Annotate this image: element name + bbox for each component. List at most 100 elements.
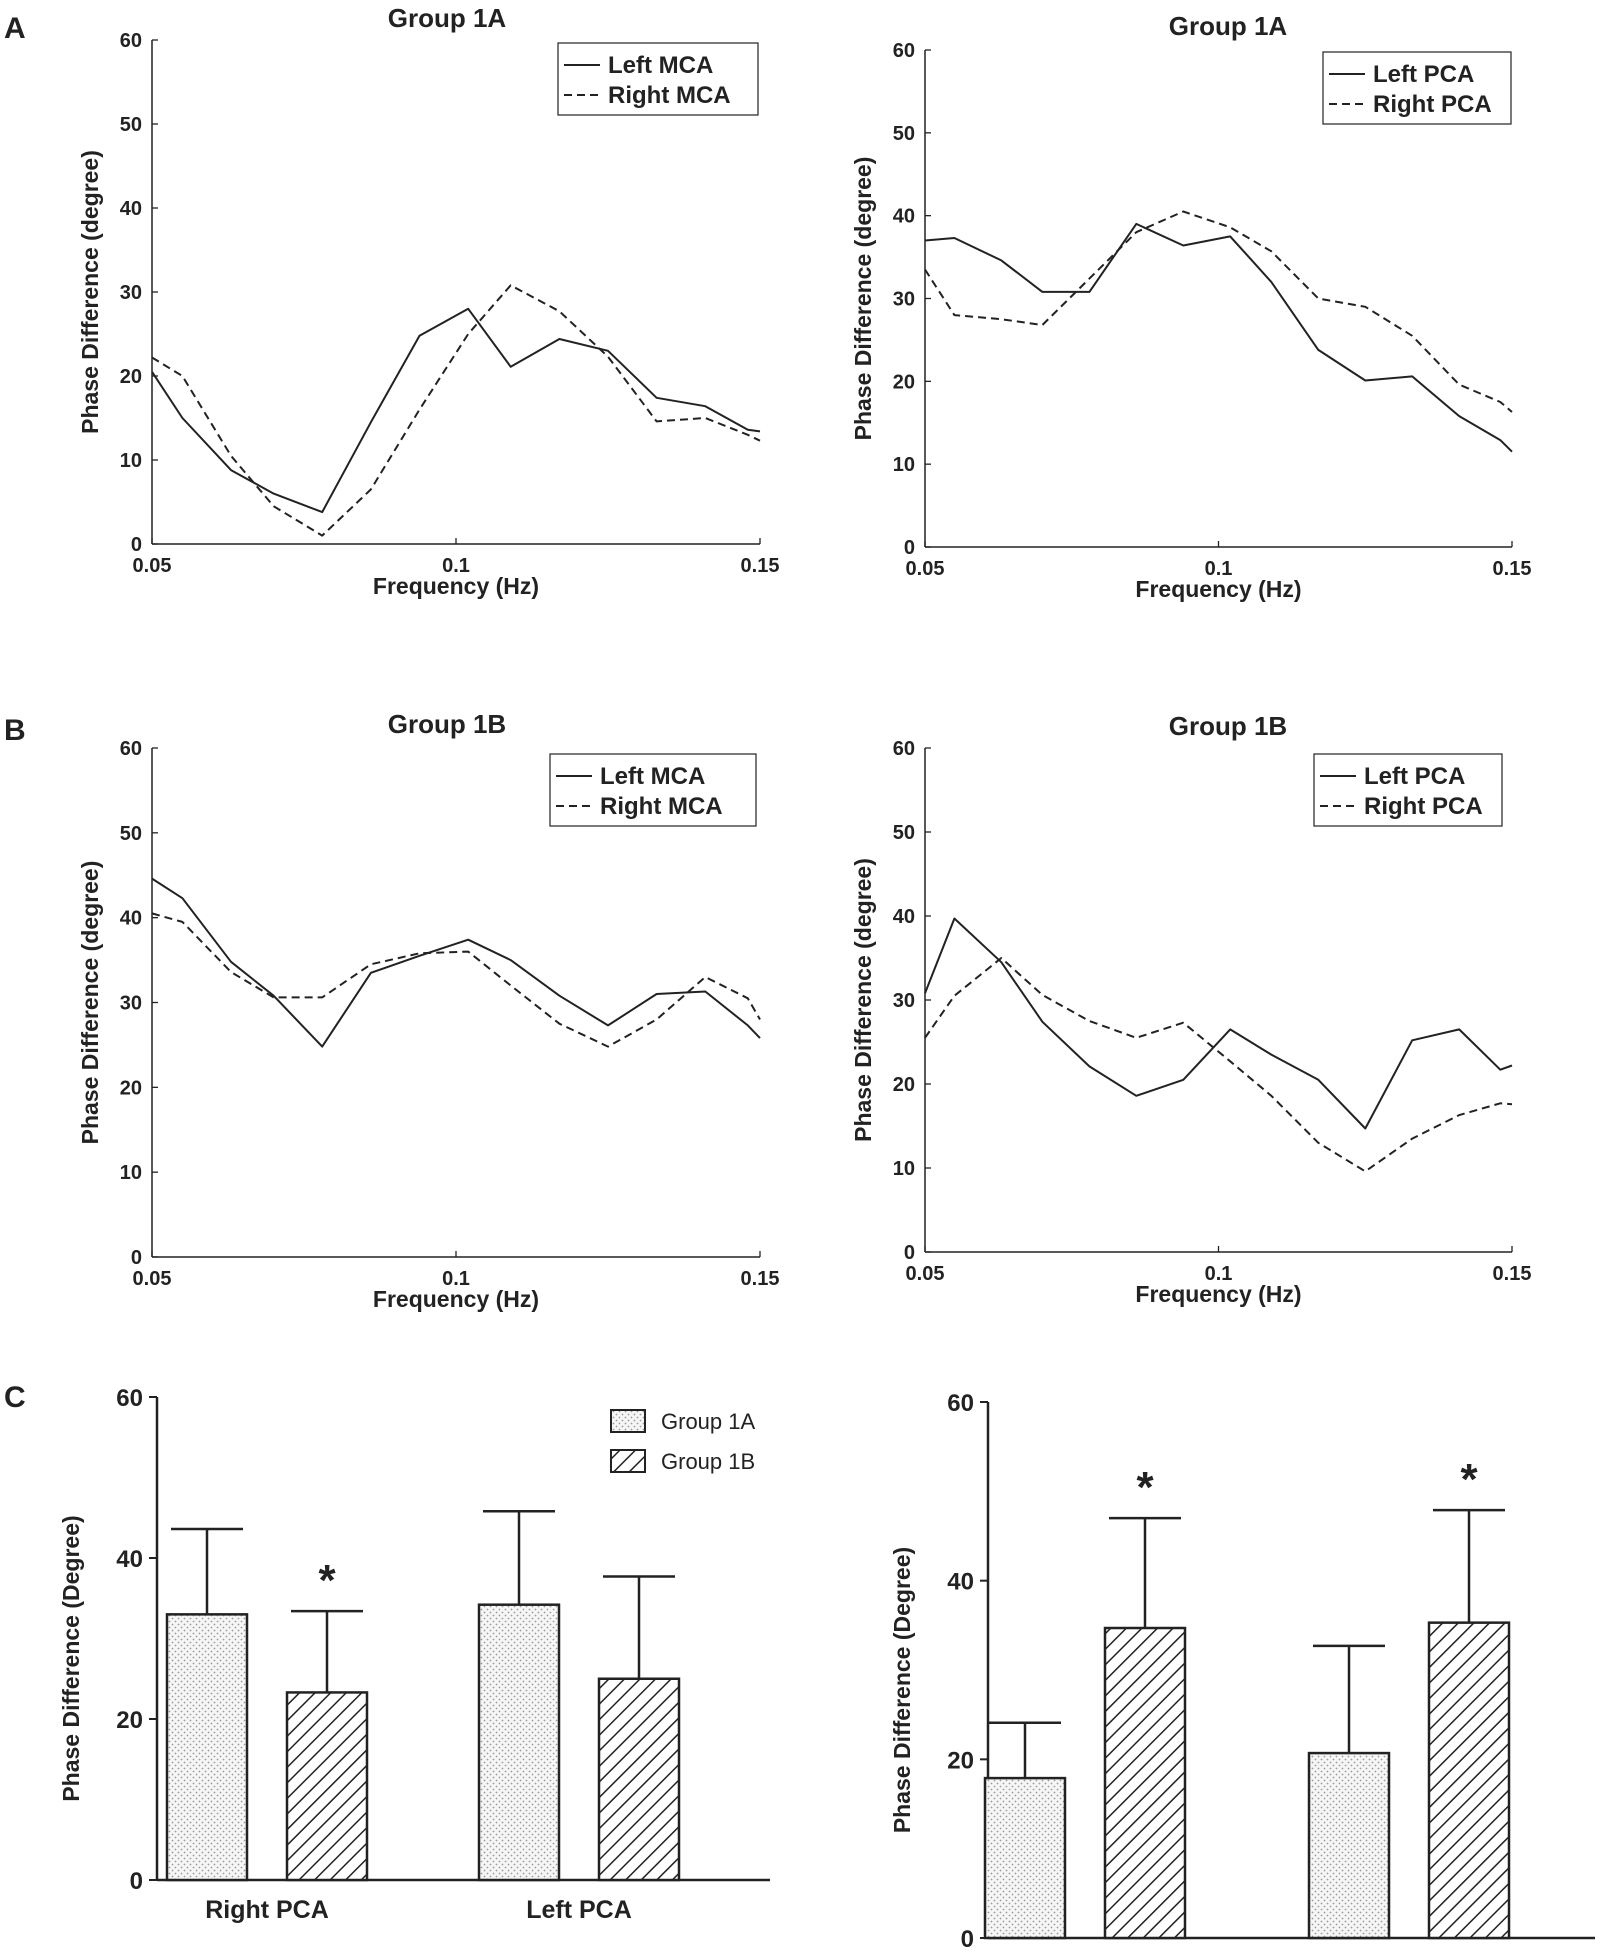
y-tick-label: 20 [893, 371, 915, 393]
category-label: Right PCA [205, 1896, 329, 1924]
y-tick-label: 30 [893, 990, 915, 1012]
legend-label: Right MCA [600, 793, 723, 820]
y-tick-label: 20 [116, 1707, 143, 1734]
y-tick-label: 50 [893, 822, 915, 844]
legend-label: Right PCA [1364, 793, 1483, 820]
chart-title: Group 1A [388, 3, 507, 33]
legend-label: Group 1A [661, 1409, 755, 1434]
category-label: Left MCA [1354, 1954, 1464, 1957]
x-tick-label: 0.15 [1493, 1263, 1532, 1285]
x-tick-label: 0.15 [1493, 558, 1532, 580]
y-tick-label: 20 [893, 1074, 915, 1096]
line-chart-group1b-pca: Group 1B 0 10 20 30 40 50 60 0.05 0.1 0.15 Frequenc… [850, 711, 1531, 1307]
legend-label: Right MCA [608, 82, 731, 109]
legend-label: Left MCA [608, 52, 713, 79]
bar-chart-pca: 0 20 40 60 Phase Difference (Degree) Right PC… [58, 1385, 770, 1924]
bar [1427, 1621, 1511, 1940]
y-axis-label: Phase Difference (Degree) [58, 1515, 84, 1801]
significance-star: * [318, 1556, 336, 1605]
x-tick-label: 0.1 [442, 1268, 470, 1290]
y-axis-label: Phase Difference (Degree) [889, 1547, 915, 1833]
legend-swatch [610, 1409, 646, 1433]
chart-title: Group 1A [1169, 11, 1288, 41]
y-tick-label: 40 [947, 1569, 974, 1596]
series-line-left-pca [924, 917, 1513, 1130]
y-tick-label: 40 [893, 206, 915, 228]
bar [477, 1603, 561, 1882]
x-axis-label: Frequency (Hz) [373, 573, 539, 599]
y-tick-label: 0 [904, 1242, 915, 1264]
y-tick-label: 40 [116, 1546, 143, 1573]
y-tick-label: 30 [120, 282, 142, 304]
x-tick-label: 0.05 [133, 555, 172, 577]
bar [1103, 1626, 1187, 1940]
y-tick-label: 10 [120, 1162, 142, 1184]
y-tick-label: 0 [130, 1868, 143, 1895]
y-axis-label: Phase Difference (degree) [77, 861, 103, 1145]
line-chart-group1b-mca: Group 1B 0 10 20 30 40 50 60 0.05 0.1 0.15 Frequenc… [77, 709, 779, 1312]
legend-label: Left MCA [600, 763, 705, 790]
legend-label: Left PCA [1373, 61, 1474, 88]
bar [597, 1677, 681, 1882]
series-line-right-mca [151, 912, 761, 1048]
y-tick-label: 40 [893, 906, 915, 928]
series-line-left-mca [151, 307, 761, 514]
legend-box [557, 42, 759, 116]
y-tick-label: 10 [120, 450, 142, 472]
legend-box [1322, 51, 1512, 125]
x-axis-label: Frequency (Hz) [373, 1286, 539, 1312]
legend-label: Right PCA [1373, 91, 1492, 118]
y-tick-label: 20 [947, 1747, 974, 1774]
y-tick-label: 50 [120, 114, 142, 136]
series-line-right-pca [924, 957, 1513, 1173]
y-tick-label: 60 [893, 40, 915, 62]
chart-title: Group 1B [1169, 711, 1287, 741]
y-tick-label: 0 [131, 534, 142, 556]
x-tick-label: 0.05 [133, 1268, 172, 1290]
x-tick-label: 0.1 [1205, 558, 1233, 580]
line-chart-group1a-pca: Group 1A 0 10 20 30 40 50 60 0.05 0.1 0.15 Frequenc… [850, 11, 1531, 602]
y-tick-label: 30 [120, 993, 142, 1015]
y-tick-label: 0 [131, 1247, 142, 1269]
y-tick-label: 60 [893, 738, 915, 760]
significance-star: * [1460, 1455, 1478, 1504]
x-axis-label: Frequency (Hz) [1135, 576, 1301, 602]
significance-star: * [1136, 1463, 1154, 1512]
y-tick-label: 60 [116, 1385, 143, 1412]
y-axis-label: Phase Difference (degree) [850, 858, 876, 1142]
chart-title: Group 1B [388, 709, 506, 739]
legend-label: Group 1B [661, 1449, 755, 1474]
legend-box [549, 753, 757, 827]
bar [165, 1613, 249, 1882]
y-tick-label: 60 [120, 30, 142, 52]
series-line-right-pca [924, 210, 1513, 413]
y-tick-label: 50 [120, 823, 142, 845]
series-line-left-pca [924, 222, 1513, 453]
x-axis-label: Frequency (Hz) [1135, 1281, 1301, 1307]
category-label: Right MCA [1021, 1954, 1149, 1957]
series-line-right-mca [151, 284, 761, 537]
panel-label-b: B [4, 714, 26, 747]
x-tick-label: 0.05 [906, 558, 945, 580]
x-tick-label: 0.1 [442, 555, 470, 577]
y-tick-label: 50 [893, 123, 915, 145]
y-tick-label: 30 [893, 289, 915, 311]
x-tick-label: 0.15 [741, 1268, 780, 1290]
y-tick-label: 0 [904, 537, 915, 559]
bar-chart-mca: 0 20 40 60 Phase Difference (Degree) Right MC… [889, 1390, 1595, 1957]
x-tick-label: 0.05 [906, 1263, 945, 1285]
legend-label: Left PCA [1364, 763, 1465, 790]
bar [285, 1691, 369, 1882]
y-tick-label: 20 [120, 1077, 142, 1099]
y-tick-label: 10 [893, 1158, 915, 1180]
category-label: Left PCA [526, 1896, 632, 1924]
y-tick-label: 40 [120, 198, 142, 220]
y-tick-label: 60 [947, 1390, 974, 1417]
x-tick-label: 0.15 [741, 555, 780, 577]
y-tick-label: 0 [961, 1926, 974, 1953]
legend-box [1313, 753, 1503, 827]
panel-label-a: A [4, 12, 26, 45]
y-tick-label: 40 [120, 908, 142, 930]
y-tick-label: 10 [893, 454, 915, 476]
legend-swatch [610, 1449, 646, 1473]
